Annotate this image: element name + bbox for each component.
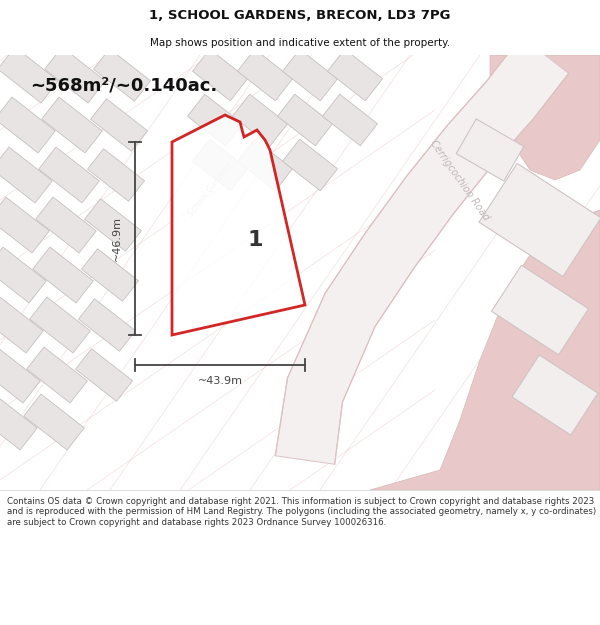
Polygon shape: [33, 247, 93, 303]
Polygon shape: [322, 94, 377, 146]
Polygon shape: [238, 49, 293, 101]
Polygon shape: [0, 347, 40, 403]
Polygon shape: [0, 297, 43, 353]
Polygon shape: [283, 49, 338, 101]
Text: Map shows position and indicative extent of the property.: Map shows position and indicative extent…: [150, 38, 450, 48]
Polygon shape: [30, 297, 90, 353]
Polygon shape: [283, 139, 338, 191]
Polygon shape: [85, 199, 142, 251]
Polygon shape: [91, 99, 148, 151]
Polygon shape: [88, 149, 145, 201]
Polygon shape: [79, 299, 136, 351]
Text: Contains OS data © Crown copyright and database right 2021. This information is : Contains OS data © Crown copyright and d…: [7, 497, 596, 527]
Polygon shape: [193, 139, 248, 191]
Text: School Gardens: School Gardens: [186, 161, 234, 219]
Text: ~568m²/~0.140ac.: ~568m²/~0.140ac.: [30, 76, 217, 94]
Polygon shape: [0, 147, 52, 203]
Polygon shape: [42, 97, 102, 153]
Polygon shape: [187, 94, 242, 146]
Polygon shape: [36, 197, 96, 253]
Polygon shape: [76, 349, 133, 401]
Polygon shape: [479, 163, 600, 277]
Polygon shape: [490, 55, 600, 180]
Polygon shape: [39, 147, 99, 203]
Polygon shape: [456, 119, 524, 181]
Polygon shape: [0, 247, 46, 303]
Text: 1: 1: [247, 230, 263, 250]
Polygon shape: [370, 210, 600, 490]
Polygon shape: [328, 49, 383, 101]
Polygon shape: [275, 37, 569, 464]
Polygon shape: [512, 355, 598, 435]
Text: 1, SCHOOL GARDENS, BRECON, LD3 7PG: 1, SCHOOL GARDENS, BRECON, LD3 7PG: [149, 9, 451, 22]
Polygon shape: [0, 97, 55, 153]
Polygon shape: [24, 394, 84, 450]
Polygon shape: [238, 139, 293, 191]
Text: ~46.9m: ~46.9m: [112, 216, 122, 261]
Polygon shape: [491, 265, 589, 355]
Polygon shape: [45, 47, 105, 103]
Polygon shape: [277, 94, 332, 146]
Text: ~43.9m: ~43.9m: [197, 376, 242, 386]
Polygon shape: [82, 249, 139, 301]
Polygon shape: [0, 394, 37, 450]
Polygon shape: [232, 94, 287, 146]
Polygon shape: [172, 115, 305, 335]
Text: Cerrigcochion Road: Cerrigcochion Road: [428, 138, 491, 222]
Polygon shape: [94, 49, 151, 101]
Polygon shape: [0, 197, 49, 253]
Polygon shape: [0, 47, 58, 103]
Polygon shape: [27, 347, 87, 403]
Polygon shape: [193, 49, 248, 101]
